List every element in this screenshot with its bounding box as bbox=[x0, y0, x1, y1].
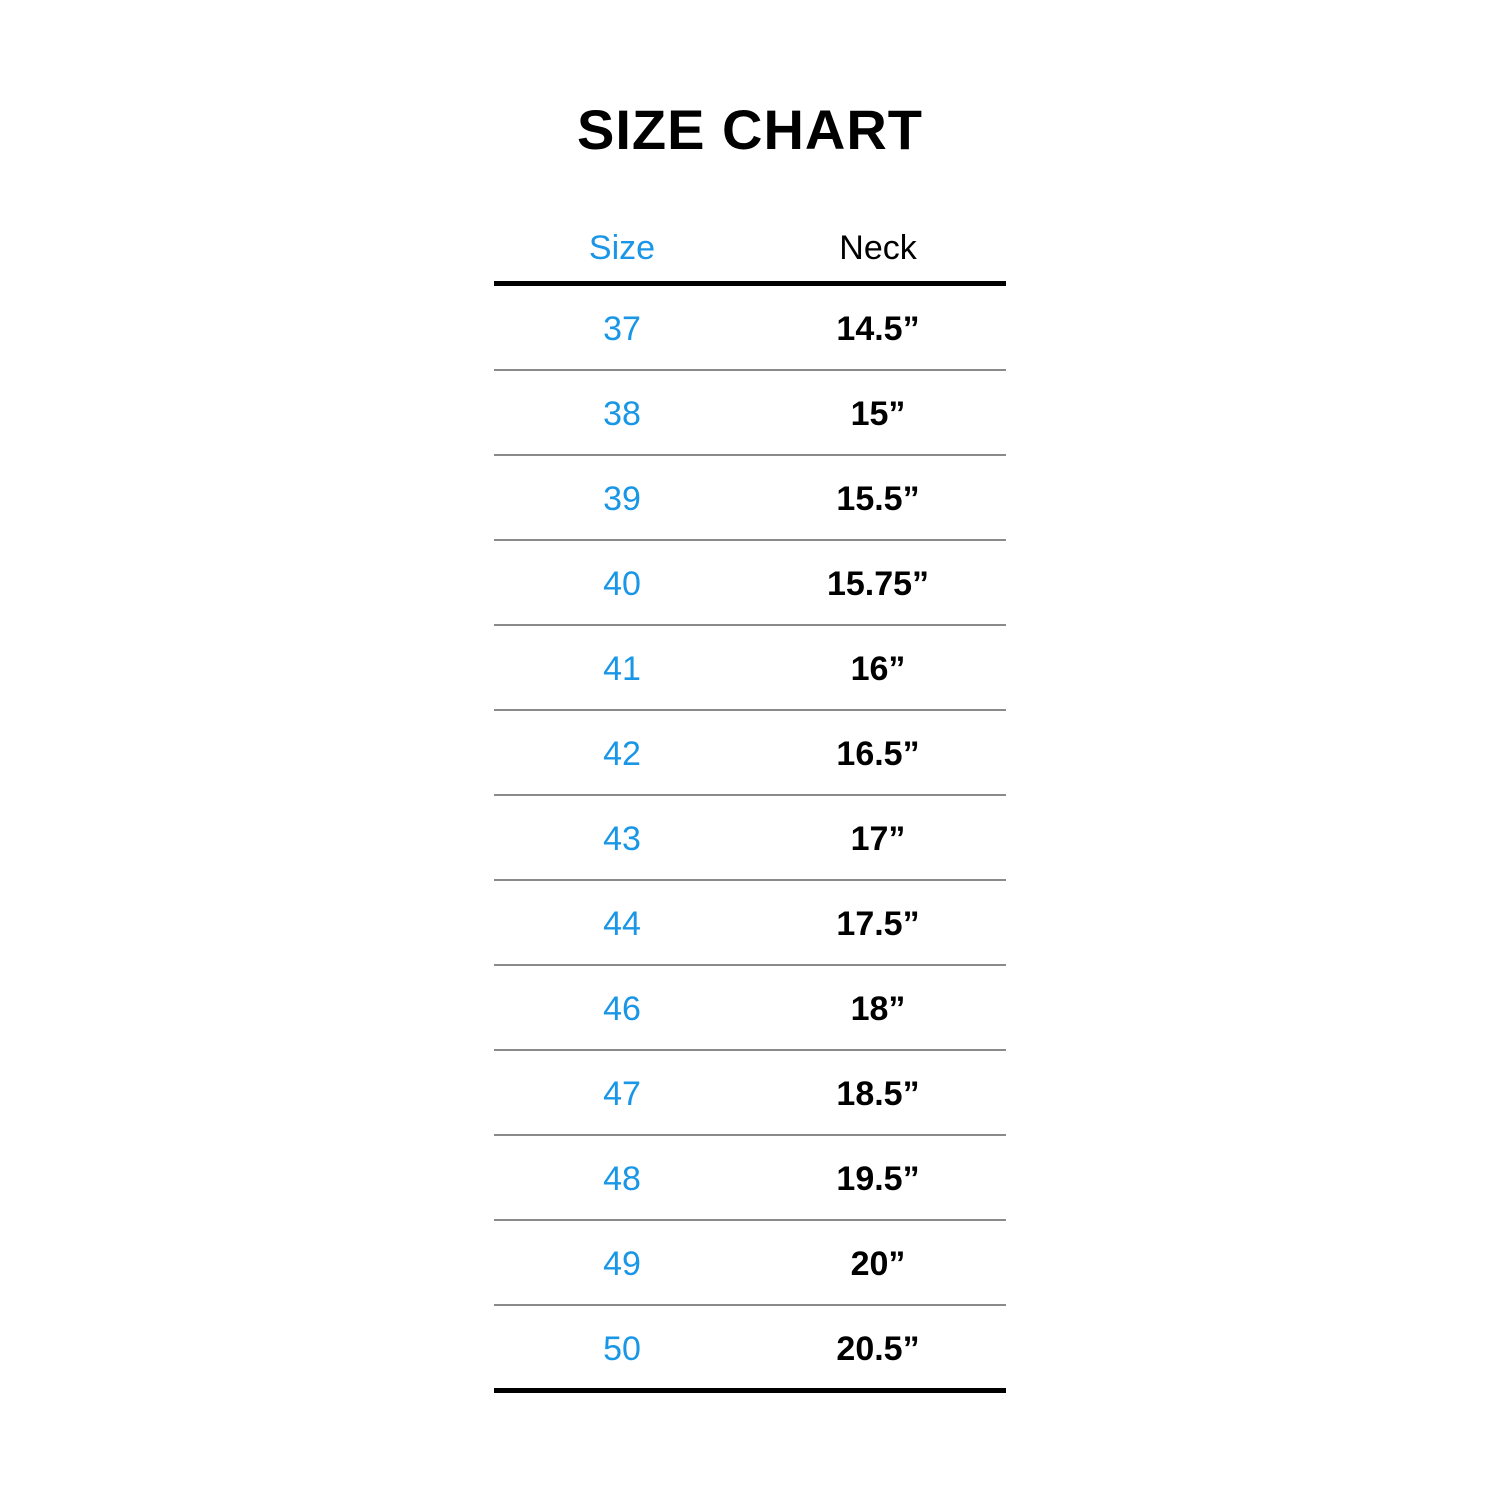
size-cell: 40 bbox=[603, 565, 641, 603]
neck-cell: 16” bbox=[850, 650, 906, 688]
table-header: Size Neck bbox=[494, 215, 1006, 286]
table-row: 42 16.5” bbox=[494, 711, 1006, 796]
neck-cell: 18.5” bbox=[836, 1075, 920, 1113]
table-row: 50 20.5” bbox=[494, 1306, 1006, 1393]
table-row: 39 15.5” bbox=[494, 456, 1006, 541]
table-row: 48 19.5” bbox=[494, 1136, 1006, 1221]
neck-cell: 14.5” bbox=[836, 310, 920, 348]
neck-cell: 18” bbox=[850, 990, 906, 1028]
size-cell: 42 bbox=[603, 735, 641, 773]
table-body: 37 14.5” 38 15” 39 15.5” 40 15.75” 41 16” 42 16.5” 4… bbox=[494, 286, 1006, 1393]
size-cell: 48 bbox=[603, 1160, 641, 1198]
neck-cell: 20.5” bbox=[836, 1329, 920, 1368]
size-cell: 46 bbox=[603, 990, 641, 1028]
table-row: 41 16” bbox=[494, 626, 1006, 711]
table-row: 40 15.75” bbox=[494, 541, 1006, 626]
size-cell: 50 bbox=[603, 1329, 641, 1368]
size-cell: 44 bbox=[603, 905, 641, 943]
neck-cell: 17” bbox=[850, 820, 906, 858]
table-row: 47 18.5” bbox=[494, 1051, 1006, 1136]
table-row: 38 15” bbox=[494, 371, 1006, 456]
size-cell: 49 bbox=[603, 1245, 641, 1283]
neck-cell: 15.75” bbox=[826, 565, 930, 603]
size-table: Size Neck 37 14.5” 38 15” 39 15.5” 40 15.75” 41 1… bbox=[494, 215, 1006, 1393]
neck-cell: 15” bbox=[850, 395, 906, 433]
size-cell: 47 bbox=[603, 1075, 641, 1113]
size-cell: 38 bbox=[603, 395, 641, 433]
neck-cell: 16.5” bbox=[836, 735, 920, 773]
neck-cell: 19.5” bbox=[836, 1160, 920, 1198]
table-row: 37 14.5” bbox=[494, 286, 1006, 371]
header-size: Size bbox=[588, 228, 656, 267]
table-row: 46 18” bbox=[494, 966, 1006, 1051]
neck-cell: 20” bbox=[850, 1245, 906, 1283]
neck-cell: 15.5” bbox=[836, 480, 920, 518]
size-cell: 39 bbox=[603, 480, 641, 518]
table-row: 43 17” bbox=[494, 796, 1006, 881]
table-row: 49 20” bbox=[494, 1221, 1006, 1306]
size-cell: 43 bbox=[603, 820, 641, 858]
size-cell: 37 bbox=[603, 310, 641, 348]
size-cell: 41 bbox=[603, 650, 641, 688]
table-row: 44 17.5” bbox=[494, 881, 1006, 966]
header-neck: Neck bbox=[839, 228, 917, 267]
page-title: SIZE CHART bbox=[577, 98, 923, 161]
neck-cell: 17.5” bbox=[836, 905, 920, 943]
